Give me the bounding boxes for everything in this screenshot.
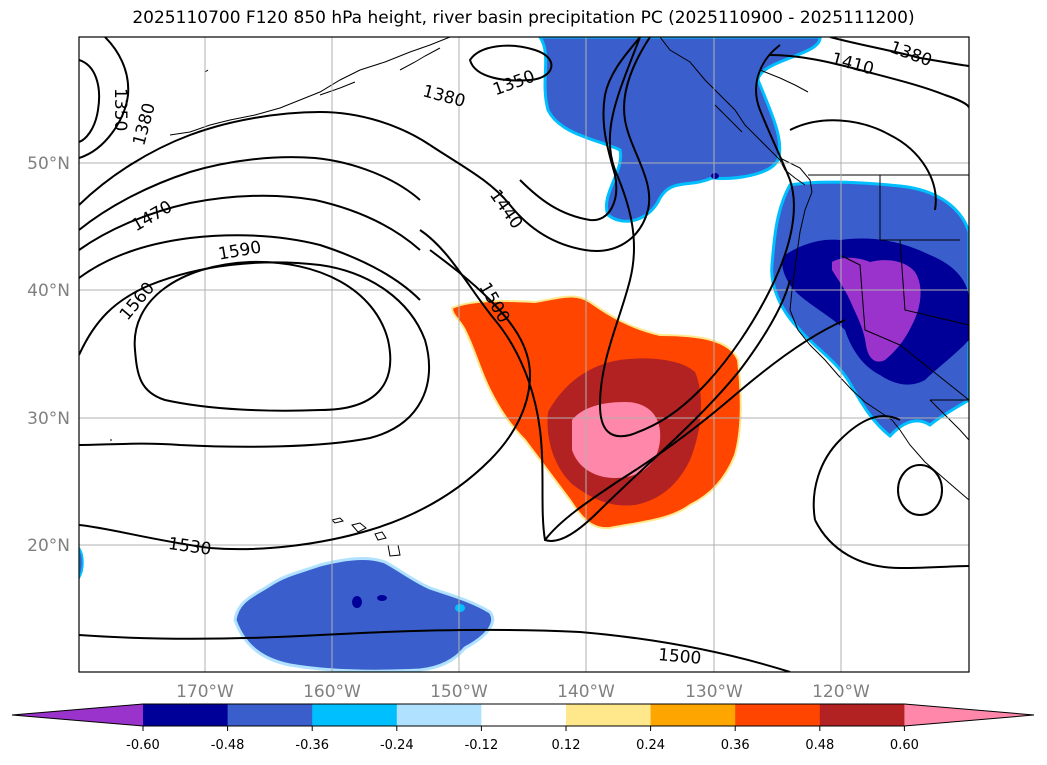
colorbar-segment — [819, 704, 905, 726]
colorbar-tick-label: -0.24 — [380, 738, 414, 753]
positive-anomaly-core — [572, 402, 661, 478]
map-content: 1350 1380 1470 1590 1560 1380 1350 1440 … — [79, 37, 969, 672]
map-frame — [78, 36, 970, 673]
colorbar-segment — [735, 704, 821, 726]
lat-label-50n: 50°N — [27, 154, 70, 174]
negative-anomaly-western-us-peak — [832, 257, 921, 362]
colorbar: -0.60 -0.48 -0.36 -0.24 -0.12 0.12 0.24 0.36 0.4… — [11, 703, 1035, 753]
colorbar-tick-label: 0.36 — [721, 738, 750, 753]
lat-label-30n: 30°N — [27, 409, 70, 429]
colorbar-tick-label: -0.36 — [295, 738, 329, 753]
colorbar-tick-label: 0.12 — [552, 738, 581, 753]
height-contours — [79, 37, 969, 672]
colorbar-segment — [650, 704, 736, 726]
precipitation-fields — [79, 37, 969, 672]
colorbar-segment — [481, 704, 567, 726]
plot-title: 2025110700 F120 850 hPa height, river ba… — [132, 8, 915, 28]
contour-label: 1500 — [657, 645, 702, 669]
colorbar-segment — [396, 704, 482, 726]
colorbar-segment — [227, 704, 313, 726]
colorbar-tick-label: -0.48 — [211, 738, 245, 753]
lon-label-120w: 120°W — [812, 682, 870, 702]
latitude-labels: 50°N 40°N 30°N 20°N — [27, 154, 70, 556]
colorbar-segment — [143, 704, 229, 726]
gridlines — [79, 37, 969, 672]
lat-label-20n: 20°N — [27, 536, 70, 556]
colorbar-tick-label: 0.24 — [636, 738, 665, 753]
colorbar-segment — [312, 704, 398, 726]
colorbar-extend-min — [12, 704, 143, 726]
colorbar-extend-max — [904, 704, 1034, 726]
lon-label-150w: 150°W — [430, 682, 488, 702]
colorbar-segment — [566, 704, 652, 726]
colorbar-tick-label: 0.48 — [805, 738, 834, 753]
longitude-labels: 170°W 160°W 150°W 140°W 130°W 120°W — [176, 682, 870, 702]
lon-label-160w: 160°W — [303, 682, 361, 702]
colorbar-tick-label: 0.60 — [890, 738, 919, 753]
colorbar-tick-label: -0.12 — [465, 738, 499, 753]
negative-anomaly-gulf-of-alaska — [538, 37, 822, 223]
lon-label-170w: 170°W — [176, 682, 234, 702]
colorbar-tick-label: -0.60 — [126, 738, 160, 753]
lat-label-40n: 40°N — [27, 281, 70, 301]
contour-label: 1350 — [110, 88, 130, 131]
lon-label-140w: 140°W — [557, 682, 615, 702]
negative-anomaly-hawaii — [233, 557, 494, 672]
lon-label-130w: 130°W — [685, 682, 743, 702]
